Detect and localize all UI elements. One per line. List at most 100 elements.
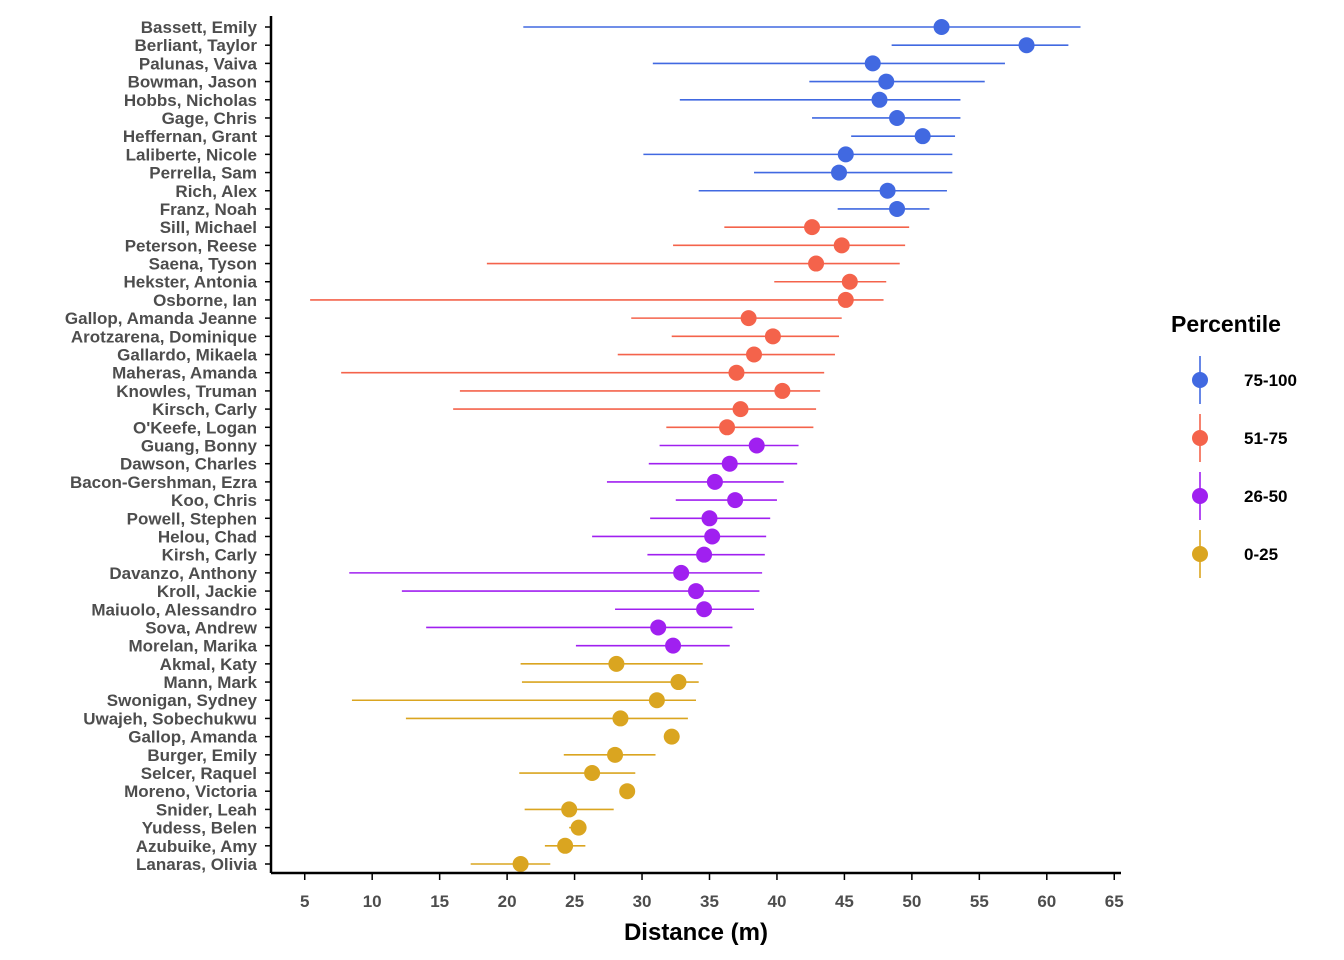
point-moreno-victoria [619,783,636,800]
y-tick-label: Sova, Andrew [145,618,258,637]
point-hekster-antonia [841,273,858,290]
point-lanaras-olivia [512,856,529,872]
y-tick-label: Maiuolo, Alessandro [91,600,257,619]
y-tick-label: Moreno, Victoria [124,782,257,801]
point-berliant-taylor [1018,37,1035,54]
point-bowman-jason [878,73,895,90]
y-tick-label: Rich, Alex [175,182,257,201]
y-tick-label: Hobbs, Nicholas [124,91,257,110]
y-tick-label: Koo, Chris [171,491,257,510]
point-snider-leah [561,801,578,818]
y-tick-label: Swonigan, Sydney [107,691,258,710]
point-maiuolo-alessandro [696,601,713,618]
y-tick-label: Franz, Noah [160,200,257,219]
point-swonigan-sydney [648,692,665,709]
point-kroll-jackie [688,583,704,600]
point-gallardo-mikaela [746,346,763,363]
point-koo-chris [727,492,744,509]
y-tick-label: Dawson, Charles [120,455,257,474]
point-guang-bonny [748,437,765,454]
x-axis-title: Distance (m) [624,919,768,946]
y-tick-label: Gallop, Amanda Jeanne [65,309,257,328]
point-azubuike-amy [557,837,574,854]
point-dawson-charles [721,455,738,472]
y-tick-label: Kirsh, Carly [162,546,258,565]
x-axis: 5 10 15 20 25 30 35 40 45 50 55 60 65 [300,873,1124,911]
y-tick-label: Morelan, Marika [129,637,258,656]
legend: Percentile 75-100 51-75 26-50 0-25 [1171,311,1297,578]
y-tick-label: Yudess, Belen [142,819,257,838]
x-tick-label: 10 [363,892,382,911]
y-tick-label: Osborne, Ian [153,291,257,310]
x-tick-label: 60 [1037,892,1056,911]
legend-key-dot [1192,488,1208,504]
point-palunas-vaiva [864,55,881,72]
y-tick-label: Guang, Bonny [141,437,258,456]
x-tick-label: 50 [902,892,921,911]
legend-label: 26-50 [1244,487,1287,506]
x-tick-label: 55 [970,892,989,911]
y-tick-label: Azubuike, Amy [136,837,258,856]
y-tick-label: Davanzo, Anthony [109,564,257,583]
y-tick-label: Mann, Mark [163,673,257,692]
point-morelan-marika [665,637,682,654]
legend-label: 75-100 [1244,371,1297,390]
y-tick-label: Gallardo, Mikaela [117,346,257,365]
y-tick-label: Bacon-Gershman, Ezra [70,473,258,492]
point-saena-tyson [808,255,825,272]
y-tick-label: Palunas, Vaiva [139,54,258,73]
x-tick-label: 5 [300,892,309,911]
y-tick-label: Peterson, Reese [125,236,257,255]
data-points [512,19,1035,872]
point-davanzo-anthony [673,564,690,581]
point-burger-emily [607,746,624,763]
point-laliberte-nicole [837,146,854,163]
point-gallop-amanda-jeanne [740,310,757,327]
y-tick-label: Heffernan, Grant [123,127,257,146]
point-maheras-amanda [728,364,745,381]
x-tick-label: 15 [430,892,449,911]
y-tick-label: Kroll, Jackie [157,582,257,601]
y-tick-label: Bowman, Jason [128,73,257,92]
y-tick-label: Gallop, Amanda [128,728,257,747]
y-tick-label: Sill, Michael [160,218,257,237]
point-akmal-katy [608,655,625,672]
legend-label: 0-25 [1244,545,1278,564]
y-tick-label: Powell, Stephen [127,509,257,528]
error-bars [310,26,1081,865]
point-mann-mark [670,674,687,691]
y-tick-label: Laliberte, Nicole [126,145,257,164]
point-arotzarena-dominique [764,328,781,345]
point-heffernan-grant [914,128,931,145]
point-uwajeh-sobechukwu [612,710,629,727]
y-tick-label: Gage, Chris [162,109,257,128]
point-kirsch-carly [732,401,749,418]
y-tick-label: Helou, Chad [158,527,257,546]
x-tick-label: 30 [633,892,652,911]
point-gallop-amanda [663,728,680,745]
y-tick-label: Kirsch, Carly [152,400,257,419]
x-tick-label: 20 [498,892,517,911]
legend-key-dot [1192,430,1208,446]
y-tick-label: Berliant, Taylor [135,36,258,55]
point-perrella-sam [831,164,848,181]
legend-title: Percentile [1171,311,1281,337]
y-tick-label: Snider, Leah [156,800,257,819]
point-rich-alex [879,182,896,199]
legend-key-dot [1192,546,1208,562]
legend-label: 51-75 [1244,429,1287,448]
point-knowles-truman [774,382,791,399]
y-tick-label: Burger, Emily [147,746,257,765]
point-bacon-gershman-ezra [706,473,723,490]
point-hobbs-nicholas [871,91,888,108]
point-bassett-emily [933,19,950,35]
point-peterson-reese [833,237,850,254]
point-franz-noah [889,200,906,217]
y-tick-label: Uwajeh, Sobechukwu [83,709,257,728]
y-tick-label: Arotzarena, Dominique [71,327,257,346]
y-tick-label: Lanaras, Olivia [136,855,257,874]
point-yudess-belen [570,819,587,836]
x-tick-label: 35 [700,892,719,911]
